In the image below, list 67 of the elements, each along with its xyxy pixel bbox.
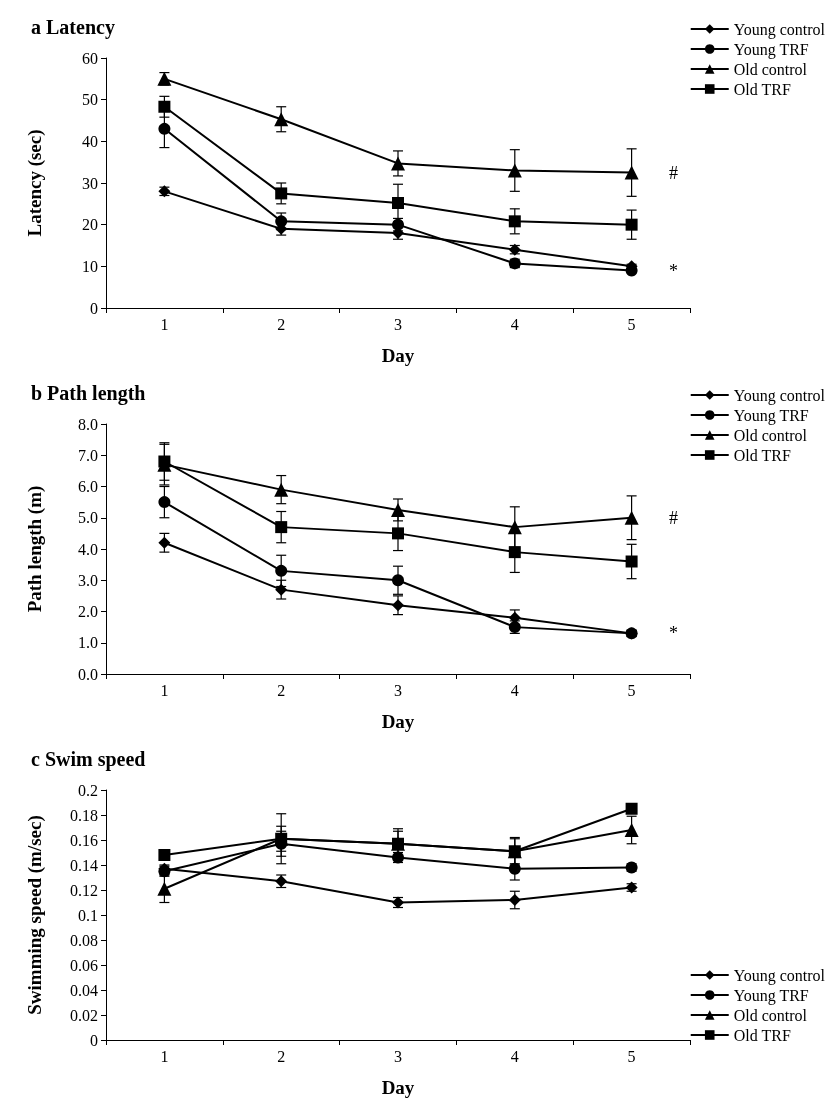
y-tick-label: 0.0: [78, 665, 98, 683]
y-tick-label: 0: [90, 299, 98, 317]
x-axis-title: Day: [381, 1077, 415, 1098]
x-tick-label: 1: [160, 315, 169, 333]
legend-label: Old control: [733, 426, 808, 444]
x-tick-label: 4: [510, 315, 519, 333]
annotation: #: [669, 507, 679, 528]
x-axis-title: Day: [381, 711, 415, 732]
x-tick-label: 5: [627, 681, 636, 699]
chart-title: b Path length: [31, 382, 146, 405]
y-tick-label: 60: [82, 49, 98, 67]
y-axis-title: Path length (m): [24, 485, 46, 613]
y-tick-label: 10: [82, 257, 98, 275]
legend-label: Young TRF: [733, 986, 809, 1005]
y-tick-label: 0.1: [78, 906, 98, 924]
y-tick-label: 0: [90, 1031, 98, 1049]
x-tick-label: 4: [510, 681, 519, 699]
x-axis-title: Day: [381, 345, 415, 366]
legend-label: Old control: [733, 60, 808, 78]
chart-title: c Swim speed: [31, 748, 146, 771]
chart-title: a Latency: [31, 16, 115, 39]
x-tick-label: 3: [394, 315, 402, 333]
y-tick-label: 0.18: [70, 806, 98, 824]
y-tick-label: 20: [82, 216, 98, 234]
y-tick-label: 0.14: [70, 856, 98, 874]
y-tick-label: 0.12: [70, 881, 98, 899]
y-tick-label: 0.2: [78, 781, 98, 799]
x-tick-label: 2: [277, 681, 286, 699]
x-tick-label: 5: [627, 1047, 636, 1065]
x-tick-label: 1: [160, 1047, 169, 1065]
y-tick-label: 40: [82, 132, 98, 150]
x-tick-label: 3: [394, 1047, 402, 1065]
annotation: *: [669, 623, 679, 644]
legend-label: Young TRF: [733, 40, 809, 59]
legend-label: Young control: [733, 20, 826, 39]
x-tick-label: 2: [277, 315, 286, 333]
y-tick-label: 0.02: [70, 1006, 98, 1024]
legend-label: Young control: [733, 386, 826, 405]
annotation: *: [669, 260, 679, 281]
y-axis-title: Latency (sec): [24, 129, 46, 237]
y-tick-label: 6.0: [78, 478, 98, 495]
legend-label: Old TRF: [733, 1026, 791, 1044]
x-tick-label: 5: [627, 315, 636, 333]
x-tick-label: 2: [277, 1047, 286, 1065]
y-tick-label: 7.0: [78, 446, 98, 464]
legend-label: Young TRF: [733, 406, 809, 425]
y-tick-label: 2.0: [78, 603, 98, 620]
legend-label: Old TRF: [733, 80, 791, 98]
y-tick-label: 0.06: [70, 956, 98, 974]
legend-label: Old TRF: [733, 446, 791, 464]
y-tick-label: 0.16: [70, 831, 98, 849]
y-tick-label: 3.0: [78, 571, 98, 589]
y-tick-label: 4.0: [78, 540, 98, 558]
x-tick-label: 3: [394, 681, 402, 699]
legend-label: Old control: [733, 1006, 808, 1024]
legend-label: Young control: [733, 966, 826, 985]
y-axis-title: Swimming speed (m/sec): [24, 815, 46, 1015]
y-tick-label: 50: [82, 91, 98, 109]
y-tick-label: 0.04: [70, 981, 98, 999]
x-tick-label: 4: [510, 1047, 519, 1065]
y-tick-label: 1.0: [78, 634, 98, 652]
annotation: #: [669, 162, 679, 183]
y-tick-label: 0.08: [70, 931, 98, 949]
y-tick-label: 5.0: [78, 509, 98, 527]
x-tick-label: 1: [160, 681, 169, 699]
y-tick-label: 30: [82, 174, 98, 192]
y-tick-label: 8.0: [78, 415, 98, 433]
